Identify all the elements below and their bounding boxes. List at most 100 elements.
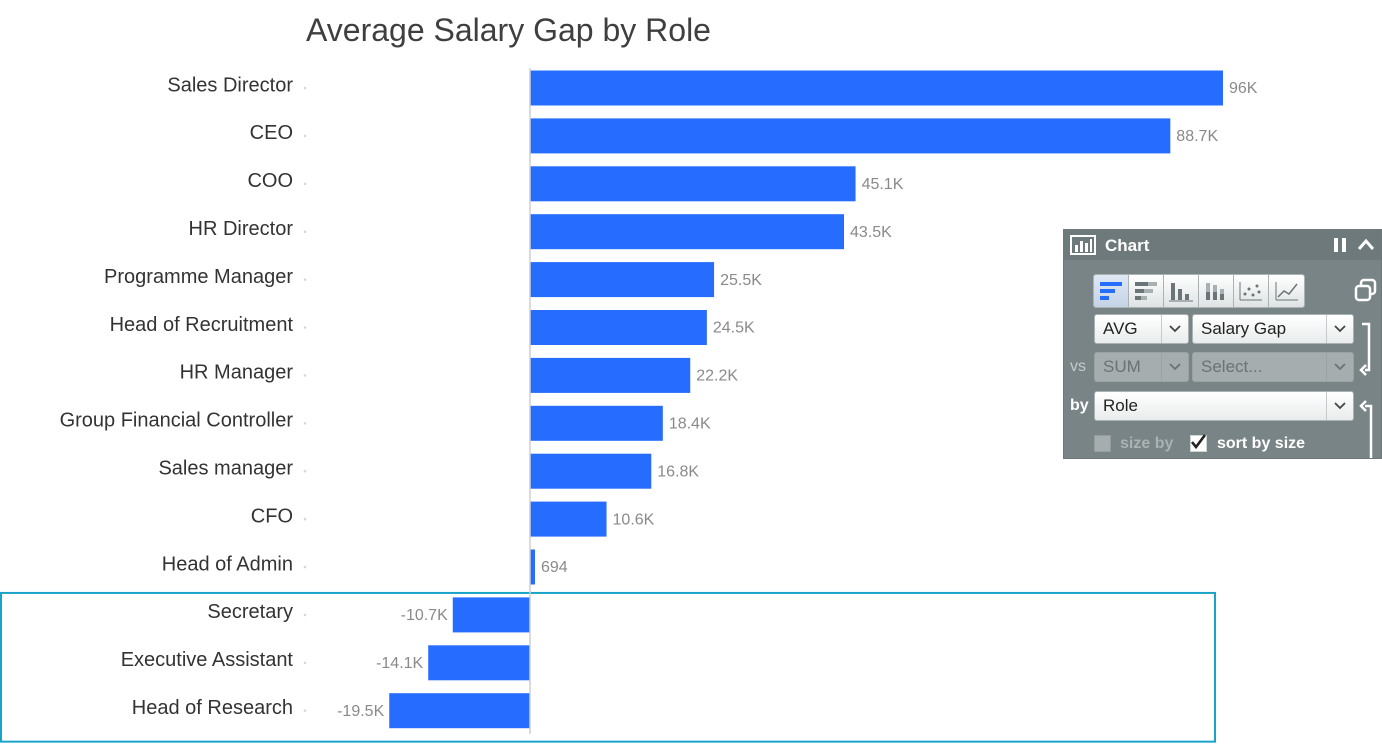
category-label: Head of Admin <box>162 553 293 575</box>
category-label: Group Financial Controller <box>60 410 294 432</box>
data-label: -10.7K <box>401 607 448 624</box>
category-label: Executive Assistant <box>121 649 294 671</box>
data-label: -14.1K <box>376 655 423 672</box>
bar <box>530 310 707 345</box>
pause-icon[interactable] <box>1332 237 1348 253</box>
bar <box>428 645 530 681</box>
chevron-up-icon[interactable] <box>1356 236 1376 254</box>
tick-mark <box>303 517 307 521</box>
category-label: COO <box>247 170 293 192</box>
tick-mark <box>303 661 307 665</box>
aggregate-value: AVG <box>1103 319 1138 338</box>
bar-chart-icon <box>1070 235 1096 255</box>
stacked-column-icon <box>1206 283 1224 300</box>
copy-icon[interactable] <box>1353 278 1379 302</box>
chart-type-scatter[interactable] <box>1234 275 1269 307</box>
data-label: 24.5K <box>713 320 755 337</box>
category-label: Sales Director <box>167 74 293 96</box>
highlight-box <box>0 591 1216 743</box>
chart-type-sorted-bar[interactable] <box>1094 275 1129 307</box>
chevron-down-icon <box>1326 392 1353 420</box>
bar <box>530 166 856 202</box>
data-label: 18.4K <box>669 416 711 433</box>
category-label: Head of Recruitment <box>110 314 294 336</box>
tick-mark <box>303 422 307 425</box>
scatter-icon <box>1239 282 1262 301</box>
data-label: 10.6K <box>613 511 655 528</box>
vs-measure-value: Select... <box>1201 357 1263 376</box>
chart-type-selector <box>1093 274 1305 308</box>
bar <box>530 549 536 585</box>
size-by-checkbox[interactable] <box>1094 435 1111 452</box>
bar <box>530 357 691 393</box>
tick-mark <box>303 469 307 473</box>
by-field-select[interactable]: Role <box>1094 391 1354 421</box>
column-icon <box>1169 283 1193 302</box>
tick-mark <box>303 86 307 90</box>
tick-mark <box>303 182 307 186</box>
chevron-down-icon <box>1161 315 1188 343</box>
tick-mark <box>303 230 307 233</box>
tick-mark <box>303 613 307 617</box>
swap-arrow-icon[interactable] <box>1359 320 1379 376</box>
line-icon <box>1275 282 1298 301</box>
bar <box>530 453 652 489</box>
bar <box>530 501 607 537</box>
bar <box>530 70 1223 106</box>
data-label: 16.8K <box>657 463 699 480</box>
bar <box>530 405 663 441</box>
bars-layer: Sales Director 96K CEO 88.7K COO 45.1K HR Dire… <box>0 68 1258 743</box>
category-label: HR Manager <box>180 362 294 384</box>
chevron-down-icon <box>1326 315 1353 343</box>
category-label: CEO <box>250 122 293 144</box>
data-label: 96K <box>1229 80 1258 97</box>
category-label: Sales manager <box>158 457 293 479</box>
vs-measure-select[interactable]: Select... <box>1192 352 1354 382</box>
chart-type-column[interactable] <box>1164 275 1199 307</box>
category-label: CFO <box>251 505 293 527</box>
chart-type-line[interactable] <box>1269 275 1304 307</box>
bar <box>452 597 530 633</box>
chart-type-stacked-bar[interactable] <box>1129 275 1164 307</box>
bar <box>530 262 715 298</box>
link-arrow-icon <box>1359 400 1373 458</box>
category-label: Head of Research <box>132 697 293 719</box>
data-label: 88.7K <box>1176 128 1218 145</box>
chart-title: Average Salary Gap by Role <box>306 12 711 48</box>
panel-header: Chart <box>1064 230 1381 260</box>
tick-mark <box>303 326 307 329</box>
category-label: HR Director <box>189 218 294 240</box>
panel-title: Chart <box>1105 236 1150 255</box>
tick-mark <box>303 134 307 138</box>
tick-mark <box>303 709 307 712</box>
by-field-value: Role <box>1103 396 1138 415</box>
sort-by-size-label: sort by size <box>1217 435 1306 452</box>
category-label: Programme Manager <box>104 266 293 288</box>
category-label: Secretary <box>207 601 293 623</box>
bar <box>389 693 530 729</box>
data-label: -19.5K <box>337 703 384 720</box>
aggregate-select[interactable]: AVG <box>1094 314 1189 344</box>
tick-mark <box>303 278 307 281</box>
sort-by-size-checkbox[interactable] <box>1190 434 1207 452</box>
data-label: 45.1K <box>862 176 904 193</box>
measure-select[interactable]: Salary Gap <box>1192 314 1354 344</box>
data-label: 25.5K <box>720 272 762 289</box>
vs-label: vs <box>1070 358 1086 375</box>
size-by-label: size by <box>1120 435 1174 452</box>
chevron-down-icon <box>1326 353 1353 381</box>
vs-aggregate-select[interactable]: SUM <box>1094 352 1189 382</box>
tick-mark <box>303 565 307 569</box>
chart-panel: Chart <box>1063 229 1382 459</box>
bar <box>530 118 1171 154</box>
data-label: 694 <box>541 559 568 576</box>
chevron-down-icon <box>1161 353 1188 381</box>
stacked-bar-icon <box>1135 282 1157 300</box>
tick-mark <box>303 374 307 377</box>
vs-aggregate-value: SUM <box>1103 357 1141 376</box>
data-label: 22.2K <box>696 368 738 385</box>
bar <box>530 214 845 250</box>
chart-type-stacked-column[interactable] <box>1199 275 1234 307</box>
data-label: 43.5K <box>850 224 892 241</box>
